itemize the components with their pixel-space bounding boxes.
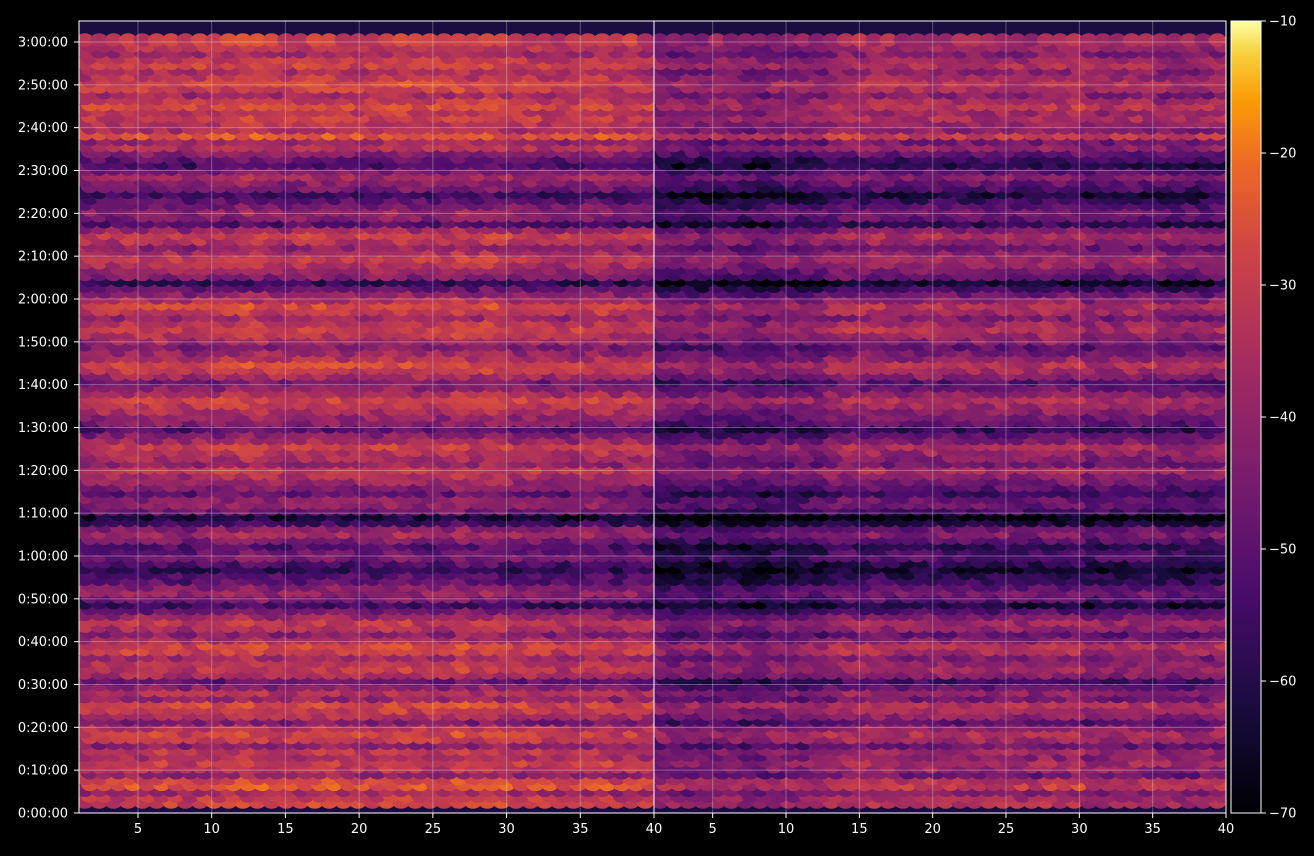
- left-heatmap-panel: [78, 20, 655, 814]
